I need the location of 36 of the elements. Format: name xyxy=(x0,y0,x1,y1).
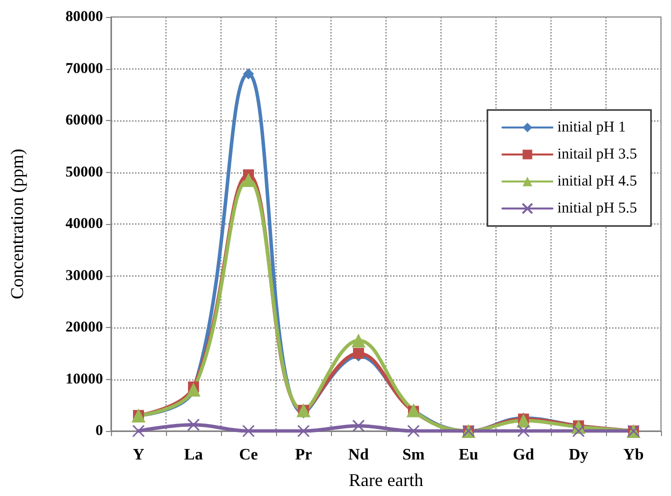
point xyxy=(132,424,145,438)
point xyxy=(242,424,255,438)
y-tick-label: 0 xyxy=(96,423,103,439)
y-tick-label: 60000 xyxy=(66,112,103,128)
x-tick-label: Ce xyxy=(239,446,258,464)
legend-label: initial pH 4.5 xyxy=(557,174,637,190)
y-tick-label: 20000 xyxy=(66,320,103,336)
x-tick-label: Y xyxy=(132,446,145,464)
point xyxy=(187,418,200,432)
point xyxy=(572,424,585,438)
legend-label: initial pH 1 xyxy=(557,120,626,136)
y-tick-label: 80000 xyxy=(66,9,103,25)
x-axis-title: Rare earth xyxy=(348,470,424,490)
x-tick-label: Pr xyxy=(295,446,312,464)
point xyxy=(352,420,365,432)
point xyxy=(407,424,420,438)
point xyxy=(297,424,310,438)
x-tick-label: Eu xyxy=(458,446,478,464)
point xyxy=(243,68,254,80)
y-tick-label: 70000 xyxy=(66,60,103,77)
legend-label: initail pH 3.5 xyxy=(557,146,637,162)
x-tick-label: Nd xyxy=(348,446,369,464)
x-tick-label: Yb xyxy=(623,446,644,464)
point xyxy=(352,333,366,348)
x-tick-label: Gd xyxy=(512,446,534,464)
x-tick-label: La xyxy=(184,446,203,464)
point xyxy=(517,424,530,438)
x-tick-label: Dy xyxy=(568,446,588,464)
y-tick-label: 50000 xyxy=(66,164,103,180)
y-tick-label: 10000 xyxy=(66,371,103,388)
y-axis-title: Concentration (ppm) xyxy=(7,148,27,300)
x-tick-label: Sm xyxy=(402,446,426,464)
legend-label: initial pH 5.5 xyxy=(557,200,637,216)
y-tick-label: 30000 xyxy=(66,268,103,284)
point xyxy=(242,173,256,188)
y-tick-label: 40000 xyxy=(66,216,103,232)
